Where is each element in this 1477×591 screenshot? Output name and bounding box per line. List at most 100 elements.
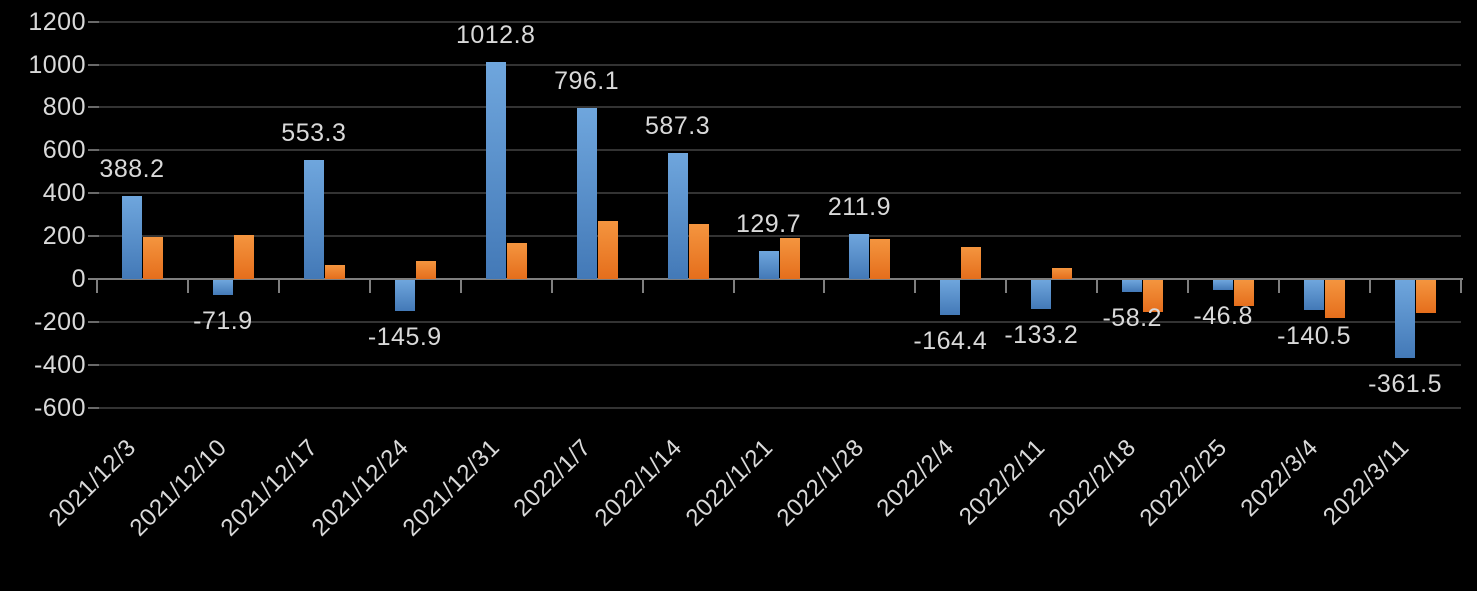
y-axis-tick-label: 1000 — [28, 50, 86, 79]
x-axis-tick — [186, 279, 189, 293]
x-axis-tick — [1369, 279, 1372, 293]
x-axis-tick — [641, 279, 644, 293]
y-axis-tick-label: 1200 — [28, 7, 86, 36]
x-axis-tick — [96, 279, 98, 293]
data-label: 553.3 — [281, 119, 347, 148]
y-axis-tick-label: -200 — [33, 307, 86, 336]
gridline — [97, 363, 1461, 366]
orange-series-bar — [142, 237, 163, 279]
orange-series-bar — [324, 265, 345, 279]
blue-series-bar — [485, 61, 506, 279]
blue-series-bar — [1031, 280, 1052, 309]
x-axis-tick — [459, 279, 462, 293]
y-axis-tick-label: 800 — [42, 93, 86, 122]
data-label: -140.5 — [1277, 322, 1352, 351]
x-axis-tick — [732, 279, 735, 293]
x-axis-tick-label: 2022/2/11 — [954, 434, 1051, 531]
orange-series-bar — [1416, 280, 1437, 314]
orange-series-bar — [233, 235, 254, 279]
y-axis-tick-label: 200 — [42, 222, 86, 251]
y-axis-tick — [88, 363, 99, 366]
orange-series-bar — [688, 224, 709, 279]
gridline — [97, 406, 1461, 409]
orange-series-bar — [779, 238, 800, 279]
y-axis-tick — [88, 149, 99, 152]
x-axis-tick-label: 2022/1/14 — [589, 434, 688, 532]
gridline — [97, 63, 1461, 66]
x-axis-tick — [1278, 279, 1281, 293]
gridline — [97, 20, 1461, 23]
blue-series-bar — [758, 251, 779, 279]
y-axis-tick-label: -400 — [33, 350, 86, 379]
data-label: -58.2 — [1102, 304, 1162, 333]
gridline — [97, 149, 1461, 152]
x-axis-tick — [914, 279, 917, 293]
data-label: 129.7 — [735, 210, 802, 239]
data-label: 388.2 — [99, 154, 165, 183]
orange-series-bar — [415, 260, 436, 279]
orange-series-bar — [870, 239, 891, 279]
x-axis-tick — [277, 279, 280, 293]
x-axis-tick-label: 2022/1/21 — [680, 434, 779, 532]
y-axis-tick-label: 0 — [71, 265, 86, 293]
x-axis-tick-label: 2022/2/25 — [1134, 434, 1233, 532]
x-axis-tick-label: 2022/3/11 — [1318, 434, 1415, 531]
blue-series-bar — [1304, 280, 1325, 311]
blue-series-bar — [1395, 280, 1416, 358]
orange-series-bar — [597, 221, 618, 279]
x-axis-tick-label: 2021/12/17 — [215, 434, 324, 542]
orange-series-bar — [1052, 268, 1073, 279]
orange-series-bar — [1325, 280, 1346, 318]
data-label: 796.1 — [554, 67, 620, 96]
gridline — [97, 192, 1461, 195]
y-axis-tick-label: -600 — [33, 393, 86, 422]
x-axis-tick-label: 2021/12/24 — [306, 434, 415, 542]
blue-series-bar — [1213, 280, 1234, 291]
x-axis-line — [88, 278, 1463, 280]
y-axis-tick — [88, 63, 99, 66]
gridline — [97, 106, 1461, 109]
blue-series-bar — [121, 195, 142, 279]
data-label: 587.3 — [645, 112, 711, 141]
blue-series-bar — [576, 108, 597, 279]
y-axis-tick — [88, 406, 99, 409]
blue-series-bar — [940, 280, 961, 316]
y-axis-tick — [88, 320, 99, 323]
x-axis-tick — [823, 279, 826, 293]
blue-series-bar — [667, 153, 688, 279]
data-label: 1012.8 — [455, 20, 536, 49]
y-axis-tick — [88, 235, 99, 238]
x-axis-tick-label: 2021/12/31 — [397, 434, 506, 542]
x-axis-tick — [1005, 279, 1008, 293]
data-label: -46.8 — [1193, 302, 1253, 331]
blue-series-bar — [394, 280, 415, 312]
y-axis-tick-label: 400 — [42, 179, 86, 208]
data-label: -164.4 — [913, 327, 988, 356]
x-axis-tick-label: 2022/2/18 — [1044, 434, 1142, 532]
x-axis-tick — [1460, 279, 1462, 293]
x-axis-tick-label: 2022/1/7 — [508, 434, 597, 522]
data-label: -361.5 — [1368, 369, 1442, 398]
x-axis-tick — [1096, 279, 1099, 293]
x-axis-tick — [368, 279, 371, 293]
blue-series-bar — [303, 160, 324, 279]
x-axis-tick-label: 2021/12/10 — [124, 434, 233, 542]
x-axis-tick-label: 2022/1/28 — [771, 434, 870, 532]
data-label: 211.9 — [827, 192, 892, 221]
gridline — [97, 320, 1461, 323]
x-axis-tick-label: 2022/3/4 — [1235, 434, 1324, 522]
blue-series-bar — [849, 233, 870, 279]
data-label: -145.9 — [367, 323, 442, 352]
blue-series-bar — [212, 280, 233, 296]
data-label: -133.2 — [1004, 320, 1079, 349]
y-axis-tick — [88, 106, 99, 109]
y-axis-tick — [88, 20, 99, 23]
orange-series-bar — [961, 246, 982, 279]
data-label: -71.9 — [193, 307, 253, 336]
orange-series-bar — [506, 242, 527, 279]
x-axis-tick — [550, 279, 553, 293]
orange-series-bar — [1234, 280, 1255, 306]
y-axis-tick-label: 600 — [42, 136, 86, 165]
y-axis-tick — [88, 192, 99, 195]
